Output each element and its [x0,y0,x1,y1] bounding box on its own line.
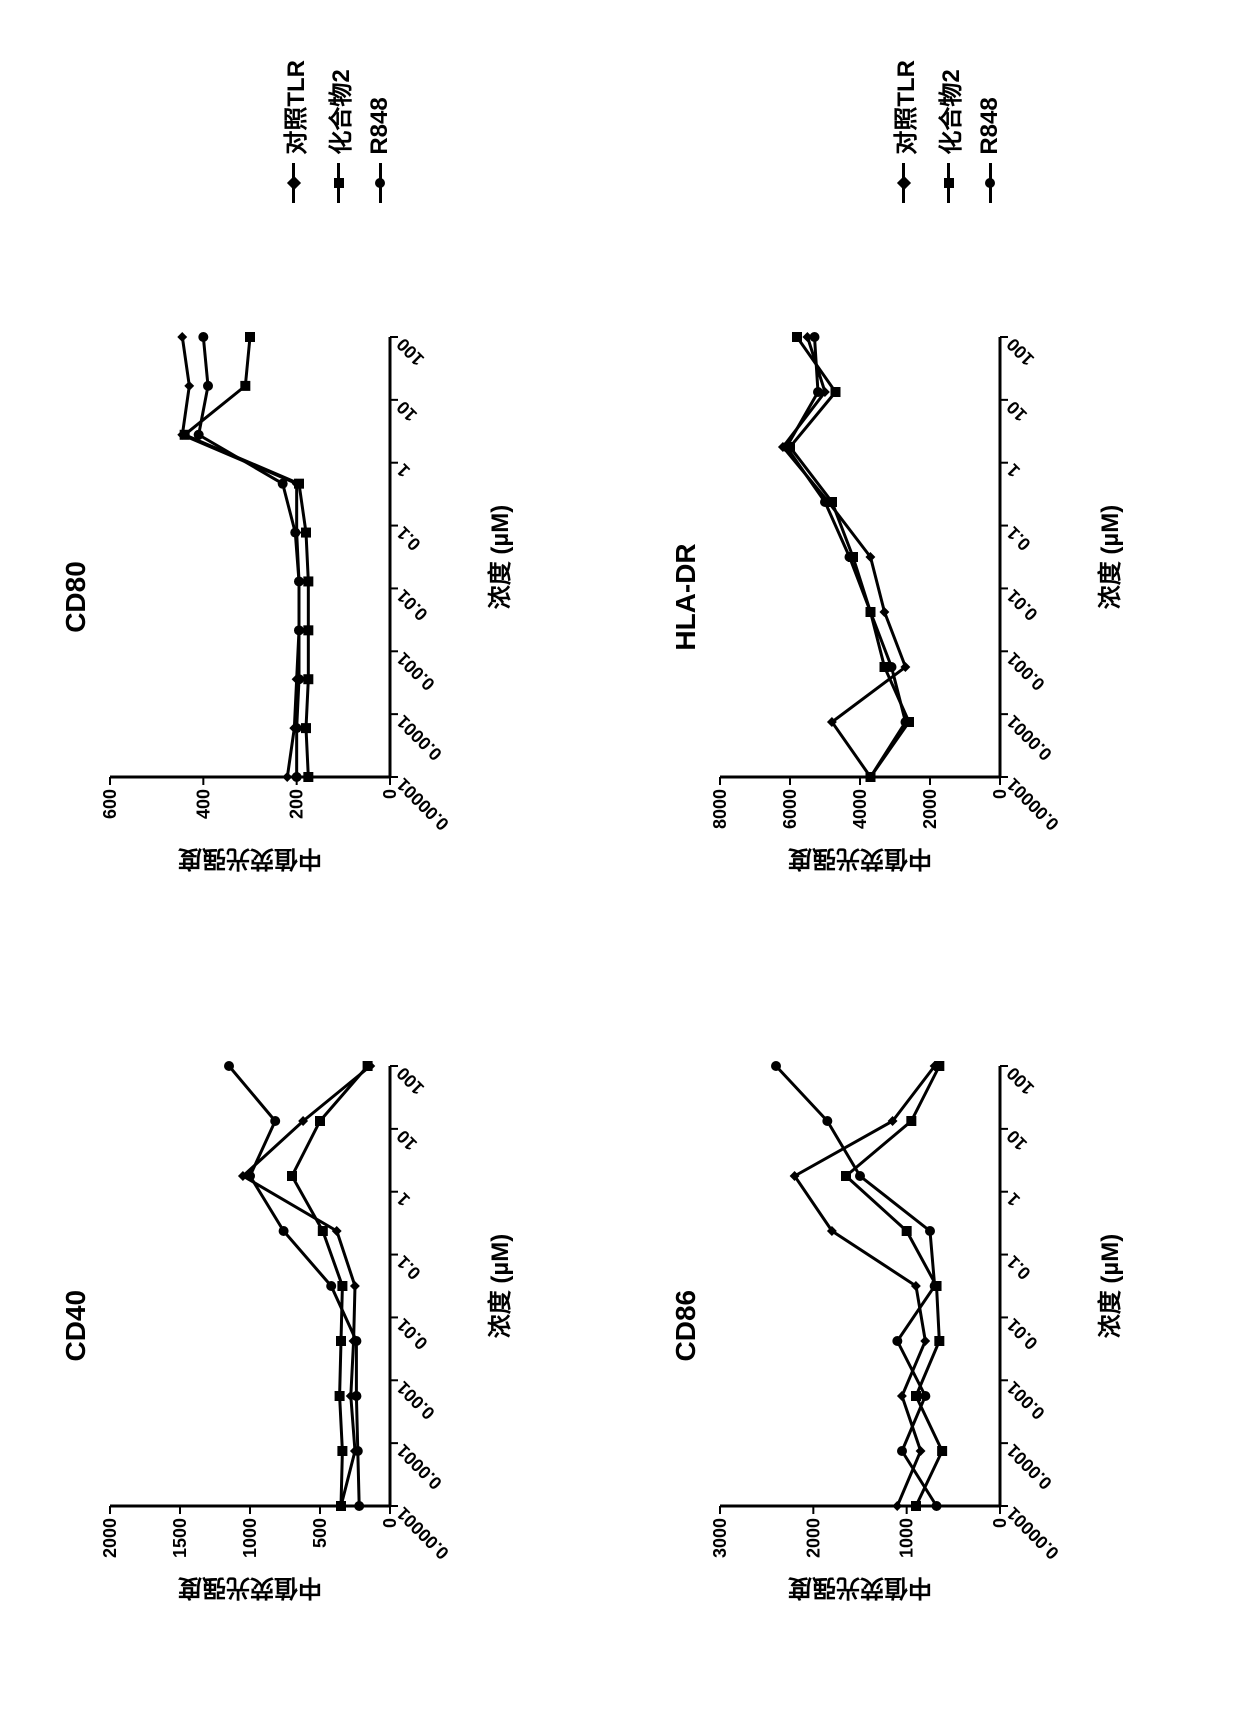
legend-swatch-icon [989,163,992,203]
svg-text:0.00001: 0.00001 [393,774,453,834]
svg-text:浓度 (µM): 浓度 (µM) [1096,1233,1124,1337]
svg-text:100: 100 [1003,1063,1038,1098]
svg-text:500: 500 [310,1518,330,1548]
svg-cd80: 02004006000.000010.00010.0010.010.111010… [100,317,520,877]
svg-text:0.01: 0.01 [393,586,432,625]
svg-text:2000: 2000 [100,1518,120,1558]
svg-text:0.00001: 0.00001 [1003,774,1063,834]
svg-text:3000: 3000 [710,1518,730,1558]
svg-text:100: 100 [393,334,428,369]
svg-text:0.001: 0.001 [1003,648,1049,694]
svg-text:10: 10 [1003,397,1031,425]
chart-cd40: CD40 05001000150020000.000010.00010.0010… [60,981,610,1670]
svg-text:0.0001: 0.0001 [393,711,446,764]
legend-row2: 对照TLR 化合物2 R848 [670,60,1220,213]
legend-row1: 对照TLR 化合物2 R848 [60,60,610,213]
legend-swatch-icon [902,163,905,203]
svg-text:中值荧光强度: 中值荧光强度 [787,1574,932,1602]
svg-text:0.1: 0.1 [393,1251,425,1283]
svg-text:0.1: 0.1 [1003,1251,1035,1283]
svg-text:0.01: 0.01 [393,1314,432,1353]
legend-swatch-icon [337,163,340,203]
chart-cd80: CD80 02004006000.000010.00010.0010.010.1… [60,253,610,942]
svg-text:10: 10 [393,1126,421,1154]
svg-text:0.001: 0.001 [1003,1377,1049,1423]
legend-label: 对照TLR [276,60,311,155]
svg-text:2000: 2000 [803,1518,823,1558]
legend-label: 化合物2 [931,69,966,154]
svg-text:1000: 1000 [897,1518,917,1558]
legend-item: 化合物2 [931,60,966,203]
svg-text:0.0001: 0.0001 [393,1440,446,1493]
legend-item: 对照TLR [886,60,921,203]
svg-cd40: 05001000150020000.000010.00010.0010.010.… [100,1046,520,1606]
svg-text:4000: 4000 [850,789,870,829]
svg-text:0.01: 0.01 [1003,586,1042,625]
svg-text:0.1: 0.1 [1003,523,1035,555]
svg-cd86: 01000200030000.000010.00010.0010.010.111… [710,1046,1130,1606]
legend-item: 对照TLR [276,60,311,203]
svg-text:浓度 (µM): 浓度 (µM) [486,505,514,609]
legend-item: R848 [976,60,1004,203]
legend-label: 化合物2 [321,69,356,154]
figure-rotated: CD40 05001000150020000.000010.00010.0010… [20,20,1240,1710]
svg-text:中值荧光强度: 中值荧光强度 [177,1574,322,1602]
svg-text:中值荧光强度: 中值荧光强度 [787,845,932,873]
svg-text:1500: 1500 [170,1518,190,1558]
svg-text:200: 200 [287,789,307,819]
svg-text:6000: 6000 [780,789,800,829]
svg-text:400: 400 [193,789,213,819]
svg-text:10: 10 [393,397,421,425]
svg-text:浓度 (µM): 浓度 (µM) [1096,505,1124,609]
chart-cd86: CD86 01000200030000.000010.00010.0010.01… [670,981,1220,1670]
svg-text:100: 100 [1003,334,1038,369]
svg-text:100: 100 [393,1063,428,1098]
svg-text:中值荧光强度: 中值荧光强度 [177,845,322,873]
legend-swatch-icon [292,163,295,203]
legend-item: 化合物2 [321,60,356,203]
legend-swatch-icon [379,163,382,203]
svg-text:0.1: 0.1 [393,523,425,555]
title-cd40: CD40 [60,1290,92,1362]
svg-text:0.0001: 0.0001 [1003,711,1056,764]
legend-swatch-icon [947,163,950,203]
svg-text:10: 10 [1003,1126,1031,1154]
svg-text:0.00001: 0.00001 [393,1503,453,1563]
legend-item: R848 [366,60,394,203]
title-cd80: CD80 [60,561,92,633]
svg-text:8000: 8000 [710,789,730,829]
title-cd86: CD86 [670,1290,702,1362]
svg-text:2000: 2000 [920,789,940,829]
chart-hladr: HLA-DR 020004000600080000.000010.00010.0… [670,253,1220,942]
svg-text:浓度 (µM): 浓度 (µM) [486,1233,514,1337]
legend-label: R848 [366,97,394,154]
title-hladr: HLA-DR [670,543,702,650]
svg-text:600: 600 [100,789,120,819]
legend-label: R848 [976,97,1004,154]
svg-text:0.01: 0.01 [1003,1314,1042,1353]
svg-text:0.00001: 0.00001 [1003,1503,1063,1563]
legend-label: 对照TLR [886,60,921,155]
svg-text:0.001: 0.001 [393,648,439,694]
svg-text:0.0001: 0.0001 [1003,1440,1056,1493]
svg-text:1000: 1000 [240,1518,260,1558]
svg-text:0.001: 0.001 [393,1377,439,1423]
svg-hladr: 020004000600080000.000010.00010.0010.010… [710,317,1130,877]
